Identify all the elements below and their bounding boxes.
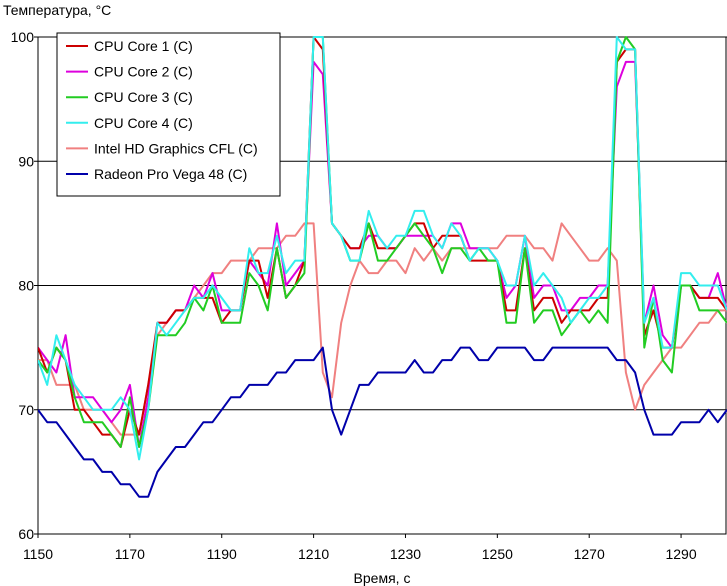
x-tick-label: 1230 (390, 546, 421, 562)
axis-ticks: 60 70 80 90 100 1150 1170 1190 1210 1230 1250 1270 1… (11, 29, 697, 562)
legend-entry: CPU Core 2 (C) (94, 64, 193, 80)
y-tick-label: 70 (18, 402, 34, 418)
x-tick-label: 1250 (482, 546, 513, 562)
x-tick-label: 1190 (207, 546, 237, 562)
y-tick-label: 90 (18, 153, 34, 169)
legend-box (56, 32, 281, 197)
legend-entry: CPU Core 3 (C) (94, 89, 193, 105)
legend-entry: CPU Core 4 (C) (94, 115, 193, 131)
legend: CPU Core 1 (C) CPU Core 2 (C) CPU Core 3 (… (56, 32, 281, 197)
y-tick-label: 100 (11, 29, 35, 45)
legend-entry: Radeon Pro Vega 48 (C) (94, 166, 247, 182)
series-line-5 (38, 222, 727, 436)
legend-entry: Intel HD Graphics CFL (C) (94, 140, 258, 156)
series-layer (38, 36, 727, 498)
y-tick-label: 60 (18, 526, 34, 542)
series-line-4 (38, 36, 727, 461)
x-tick-label: 1210 (298, 546, 329, 562)
x-axis-label: Время, с (354, 570, 411, 586)
x-tick-label: 1170 (115, 546, 145, 562)
legend-entry: CPU Core 1 (C) (94, 38, 193, 54)
y-axis-label: Температура, °C (3, 2, 111, 18)
y-tick-label: 80 (18, 278, 34, 294)
x-tick-label: 1290 (665, 546, 696, 562)
x-tick-label: 1270 (574, 546, 605, 562)
x-tick-label: 1150 (23, 546, 53, 562)
series-line-6 (38, 346, 727, 498)
